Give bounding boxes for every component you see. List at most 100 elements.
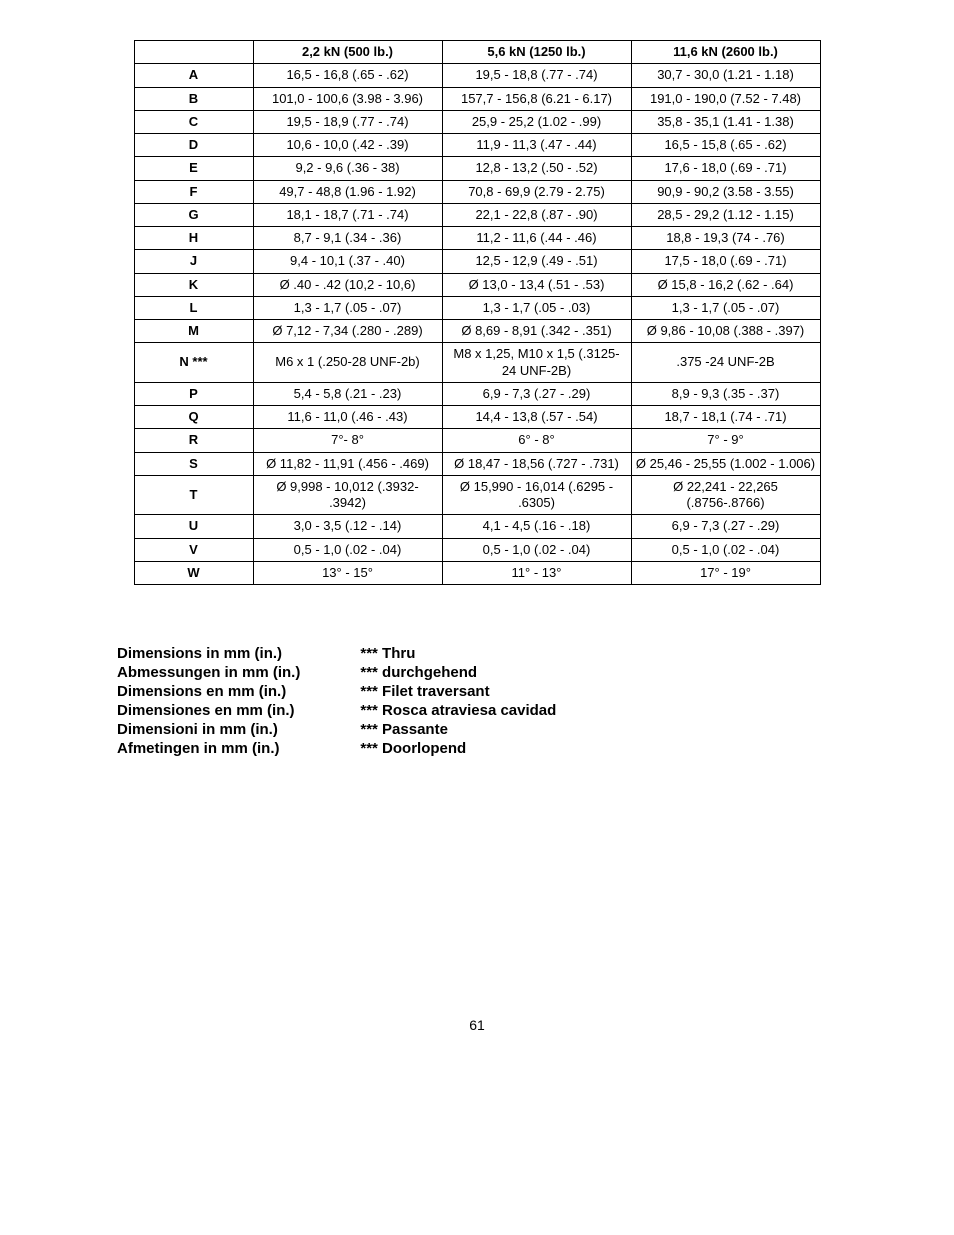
table-cell: 1,3 - 1,7 (.05 - .07) bbox=[253, 296, 442, 319]
note-line: Abmessungen in mm (in.) bbox=[117, 664, 300, 681]
header-col-1: 2,2 kN (500 lb.) bbox=[253, 41, 442, 64]
header-blank bbox=[134, 41, 253, 64]
note-line: Dimensiones en mm (in.) bbox=[117, 702, 300, 719]
dimensions-table: 2,2 kN (500 lb.) 5,6 kN (1250 lb.) 11,6 … bbox=[134, 40, 821, 585]
table-cell: 13° - 15° bbox=[253, 561, 442, 584]
note-line: Afmetingen in mm (in.) bbox=[117, 740, 300, 757]
table-cell: 9,2 - 9,6 (.36 - 38) bbox=[253, 157, 442, 180]
page-number: 61 bbox=[60, 1017, 894, 1033]
table-cell: Ø 18,47 - 18,56 (.727 - .731) bbox=[442, 452, 631, 475]
header-col-3: 11,6 kN (2600 lb.) bbox=[631, 41, 820, 64]
table-cell: 8,9 - 9,3 (.35 - .37) bbox=[631, 382, 820, 405]
table-row: Q11,6 - 11,0 (.46 - .43)14,4 - 13,8 (.57… bbox=[134, 406, 820, 429]
table-cell: 18,7 - 18,1 (.74 - .71) bbox=[631, 406, 820, 429]
row-label: V bbox=[134, 538, 253, 561]
table-cell: Ø 9,998 - 10,012 (.3932- .3942) bbox=[253, 475, 442, 515]
table-cell: 3,0 - 3,5 (.12 - .14) bbox=[253, 515, 442, 538]
table-cell: 5,4 - 5,8 (.21 - .23) bbox=[253, 382, 442, 405]
table-cell: 1,3 - 1,7 (.05 - .03) bbox=[442, 296, 631, 319]
table-cell: Ø 15,8 - 16,2 (.62 - .64) bbox=[631, 273, 820, 296]
table-cell: .375 -24 UNF-2B bbox=[631, 343, 820, 383]
table-cell: 0,5 - 1,0 (.02 - .04) bbox=[631, 538, 820, 561]
table-cell: 10,6 - 10,0 (.42 - .39) bbox=[253, 134, 442, 157]
note-line: Dimensioni in mm (in.) bbox=[117, 721, 300, 738]
table-row: SØ 11,82 - 11,91 (.456 - .469)Ø 18,47 - … bbox=[134, 452, 820, 475]
table-cell: 0,5 - 1,0 (.02 - .04) bbox=[253, 538, 442, 561]
table-cell: 11,6 - 11,0 (.46 - .43) bbox=[253, 406, 442, 429]
note-line: *** Thru bbox=[360, 645, 556, 662]
table-cell: 0,5 - 1,0 (.02 - .04) bbox=[442, 538, 631, 561]
table-cell: 28,5 - 29,2 (1.12 - 1.15) bbox=[631, 203, 820, 226]
row-label: K bbox=[134, 273, 253, 296]
row-label: E bbox=[134, 157, 253, 180]
table-cell: Ø 7,12 - 7,34 (.280 - .289) bbox=[253, 320, 442, 343]
table-cell: 90,9 - 90,2 (3.58 - 3.55) bbox=[631, 180, 820, 203]
table-cell: 18,8 - 19,3 (74 - .76) bbox=[631, 227, 820, 250]
row-label: D bbox=[134, 134, 253, 157]
table-cell: 17,5 - 18,0 (.69 - .71) bbox=[631, 250, 820, 273]
table-row: KØ .40 - .42 (10,2 - 10,6)Ø 13,0 - 13,4 … bbox=[134, 273, 820, 296]
table-row: A16,5 - 16,8 (.65 - .62)19,5 - 18,8 (.77… bbox=[134, 64, 820, 87]
table-cell: 191,0 - 190,0 (7.52 - 7.48) bbox=[631, 87, 820, 110]
row-label: C bbox=[134, 110, 253, 133]
table-cell: Ø 22,241 - 22,265 (.8756-.8766) bbox=[631, 475, 820, 515]
table-cell: 12,5 - 12,9 (.49 - .51) bbox=[442, 250, 631, 273]
table-cell: 19,5 - 18,9 (.77 - .74) bbox=[253, 110, 442, 133]
note-line: *** Rosca atraviesa cavidad bbox=[360, 702, 556, 719]
table-cell: 4,1 - 4,5 (.16 - .18) bbox=[442, 515, 631, 538]
table-row: B101,0 - 100,6 (3.98 - 3.96)157,7 - 156,… bbox=[134, 87, 820, 110]
row-label: P bbox=[134, 382, 253, 405]
row-label: B bbox=[134, 87, 253, 110]
table-cell: 11° - 13° bbox=[442, 561, 631, 584]
note-line: *** Doorlopend bbox=[360, 740, 556, 757]
table-row: V0,5 - 1,0 (.02 - .04)0,5 - 1,0 (.02 - .… bbox=[134, 538, 820, 561]
table-row: D10,6 - 10,0 (.42 - .39)11,9 - 11,3 (.47… bbox=[134, 134, 820, 157]
table-cell: 6,9 - 7,3 (.27 - .29) bbox=[442, 382, 631, 405]
table-cell: 11,9 - 11,3 (.47 - .44) bbox=[442, 134, 631, 157]
table-cell: 16,5 - 16,8 (.65 - .62) bbox=[253, 64, 442, 87]
table-row: L1,3 - 1,7 (.05 - .07)1,3 - 1,7 (.05 - .… bbox=[134, 296, 820, 319]
row-label: W bbox=[134, 561, 253, 584]
table-cell: Ø 13,0 - 13,4 (.51 - .53) bbox=[442, 273, 631, 296]
note-line: Dimensions en mm (in.) bbox=[117, 683, 300, 700]
note-line: *** Filet traversant bbox=[360, 683, 556, 700]
table-cell: 101,0 - 100,6 (3.98 - 3.96) bbox=[253, 87, 442, 110]
table-cell: 35,8 - 35,1 (1.41 - 1.38) bbox=[631, 110, 820, 133]
table-cell: M8 x 1,25, M10 x 1,5 (.3125-24 UNF-2B) bbox=[442, 343, 631, 383]
table-cell: M6 x 1 (.250-28 UNF-2b) bbox=[253, 343, 442, 383]
table-cell: 6° - 8° bbox=[442, 429, 631, 452]
table-cell: 6,9 - 7,3 (.27 - .29) bbox=[631, 515, 820, 538]
table-cell: Ø 8,69 - 8,91 (.342 - .351) bbox=[442, 320, 631, 343]
note-line: Dimensions in mm (in.) bbox=[117, 645, 300, 662]
table-row: U3,0 - 3,5 (.12 - .14)4,1 - 4,5 (.16 - .… bbox=[134, 515, 820, 538]
notes-right-column: *** Thru *** durchgehend *** Filet travers… bbox=[360, 645, 556, 757]
row-label: M bbox=[134, 320, 253, 343]
table-row: R7°- 8°6° - 8°7° - 9° bbox=[134, 429, 820, 452]
note-line: *** durchgehend bbox=[360, 664, 556, 681]
table-cell: 19,5 - 18,8 (.77 - .74) bbox=[442, 64, 631, 87]
table-cell: 17° - 19° bbox=[631, 561, 820, 584]
table-row: F49,7 - 48,8 (1.96 - 1.92)70,8 - 69,9 (2… bbox=[134, 180, 820, 203]
table-cell: 8,7 - 9,1 (.34 - .36) bbox=[253, 227, 442, 250]
table-cell: 14,4 - 13,8 (.57 - .54) bbox=[442, 406, 631, 429]
row-label: F bbox=[134, 180, 253, 203]
table-cell: 9,4 - 10,1 (.37 - .40) bbox=[253, 250, 442, 273]
table-cell: 22,1 - 22,8 (.87 - .90) bbox=[442, 203, 631, 226]
table-cell: 1,3 - 1,7 (.05 - .07) bbox=[631, 296, 820, 319]
row-label: N *** bbox=[134, 343, 253, 383]
notes-left-column: Dimensions in mm (in.) Abmessungen in mm … bbox=[117, 645, 300, 757]
header-col-2: 5,6 kN (1250 lb.) bbox=[442, 41, 631, 64]
table-cell: Ø 15,990 - 16,014 (.6295 - .6305) bbox=[442, 475, 631, 515]
row-label: J bbox=[134, 250, 253, 273]
table-row: E9,2 - 9,6 (.36 - 38)12,8 - 13,2 (.50 - … bbox=[134, 157, 820, 180]
row-label: H bbox=[134, 227, 253, 250]
table-row: N ***M6 x 1 (.250-28 UNF-2b)M8 x 1,25, M… bbox=[134, 343, 820, 383]
row-label: T bbox=[134, 475, 253, 515]
table-cell: 157,7 - 156,8 (6.21 - 6.17) bbox=[442, 87, 631, 110]
note-line: *** Passante bbox=[360, 721, 556, 738]
table-row: G18,1 - 18,7 (.71 - .74)22,1 - 22,8 (.87… bbox=[134, 203, 820, 226]
table-row: P5,4 - 5,8 (.21 - .23)6,9 - 7,3 (.27 - .… bbox=[134, 382, 820, 405]
table-row: H8,7 - 9,1 (.34 - .36)11,2 - 11,6 (.44 -… bbox=[134, 227, 820, 250]
table-row: MØ 7,12 - 7,34 (.280 - .289)Ø 8,69 - 8,9… bbox=[134, 320, 820, 343]
table-cell: Ø .40 - .42 (10,2 - 10,6) bbox=[253, 273, 442, 296]
